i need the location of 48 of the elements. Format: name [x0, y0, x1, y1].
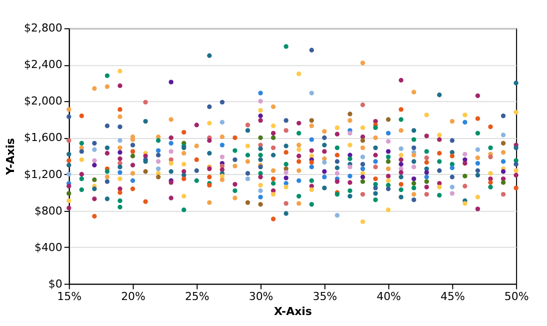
point — [373, 125, 378, 130]
y-tick-label: $2,800 — [24, 22, 62, 35]
y-tick-label: $1,600 — [24, 131, 62, 144]
point — [450, 138, 455, 143]
x-tick-label: 25% — [184, 290, 210, 304]
point — [118, 156, 122, 162]
x-tick-label: 50% — [504, 290, 529, 304]
point — [412, 152, 416, 158]
point — [79, 187, 84, 192]
point — [296, 201, 302, 206]
y-tick-label: $2,000 — [24, 94, 62, 108]
y-tick-label: $400 — [34, 240, 62, 254]
x-tick-label: 30% — [248, 290, 274, 304]
point — [412, 192, 416, 197]
x-tick-label: 45% — [440, 290, 465, 304]
x-axis-title: X-Axis — [274, 305, 312, 318]
point — [220, 134, 225, 140]
point — [296, 142, 302, 148]
point — [79, 176, 84, 182]
point — [450, 174, 455, 180]
point — [398, 78, 404, 83]
point — [168, 196, 174, 200]
y-tick-label: $0 — [48, 277, 62, 290]
point — [475, 206, 480, 212]
y-tick-label: $2,400 — [24, 58, 62, 72]
point — [462, 112, 468, 118]
y-tick-label: $800 — [34, 204, 62, 218]
point — [373, 197, 378, 202]
x-tick-label: 15% — [57, 290, 82, 304]
x-tick-label: 35% — [312, 290, 338, 304]
point — [398, 157, 404, 162]
point — [79, 140, 84, 146]
y-axis-title: Y-Axis — [4, 138, 17, 176]
point — [475, 93, 480, 98]
point — [220, 177, 225, 182]
y-tick-label: $1,200 — [24, 168, 62, 181]
point — [360, 219, 366, 224]
point — [412, 90, 416, 94]
x-tick-label: 40% — [376, 290, 401, 304]
x-tick-label: 20% — [121, 290, 146, 304]
point — [118, 83, 122, 88]
point — [143, 118, 148, 124]
point — [398, 170, 404, 175]
point — [360, 125, 366, 130]
point — [296, 168, 302, 173]
point — [462, 201, 468, 206]
point — [168, 135, 174, 140]
point — [130, 171, 136, 176]
